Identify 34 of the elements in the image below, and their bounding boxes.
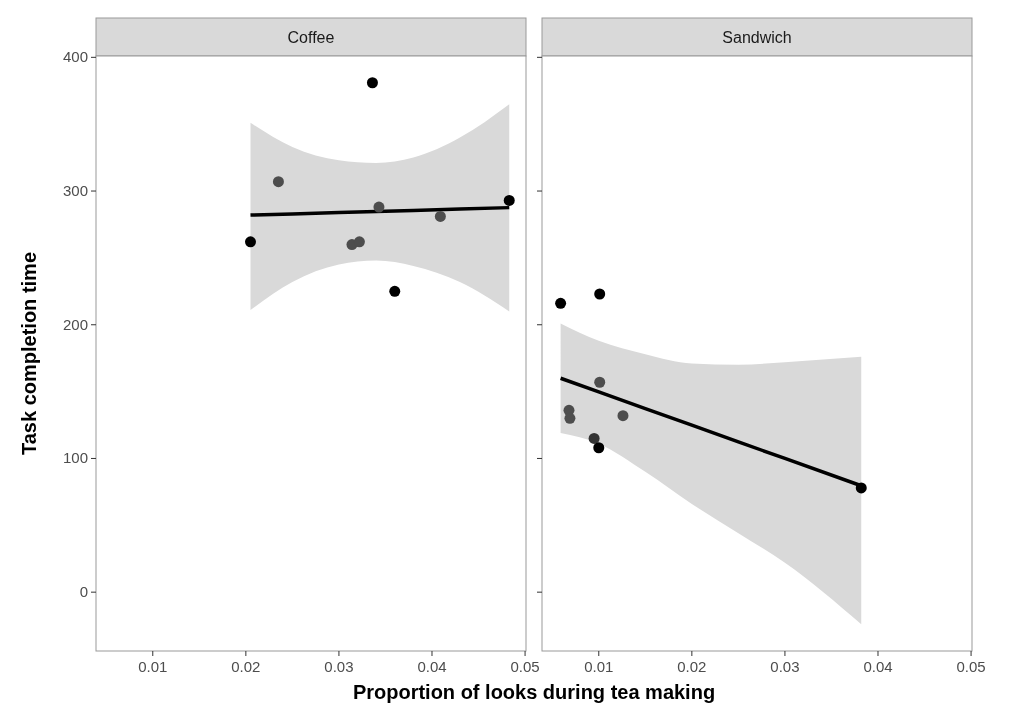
point: [389, 285, 401, 297]
point: [373, 201, 385, 213]
chart-title: Coffee: [287, 29, 335, 46]
x-tick-label: 0.03: [770, 658, 800, 675]
y-tick-label: 100: [62, 449, 88, 467]
point: [366, 77, 378, 89]
point: [353, 236, 365, 248]
x-tick-label: 0.02: [677, 658, 707, 675]
point: [617, 410, 629, 422]
x-tick-label: 0.01: [138, 658, 168, 675]
x-tick-label: 0.04: [417, 658, 447, 675]
y-axis-title: Task completion time: [18, 251, 40, 456]
chart-title: Sandwich: [722, 29, 792, 46]
x-tick-label: 0.05: [956, 658, 986, 675]
point: [272, 176, 284, 188]
point: [503, 194, 515, 206]
x-tick-label: 0.01: [584, 658, 614, 675]
point: [594, 288, 606, 300]
point: [588, 432, 600, 444]
x-tick-label: 0.04: [863, 658, 893, 675]
point: [555, 297, 567, 309]
point: [855, 482, 867, 494]
y-tick-label: 200: [62, 315, 88, 333]
y-tick-label: 300: [62, 182, 88, 200]
x-axis-title: Proportion of looks during tea making: [352, 681, 716, 703]
x-tick-label: 0.02: [231, 658, 261, 675]
x-tick-label: 0.03: [324, 658, 354, 675]
y-tick-label: 400: [62, 48, 88, 66]
point: [245, 236, 256, 248]
point: [594, 376, 606, 388]
y-tick-label: 0: [79, 583, 88, 601]
point: [593, 442, 605, 454]
x-tick-label: 0.05: [510, 658, 540, 675]
point: [434, 210, 446, 222]
